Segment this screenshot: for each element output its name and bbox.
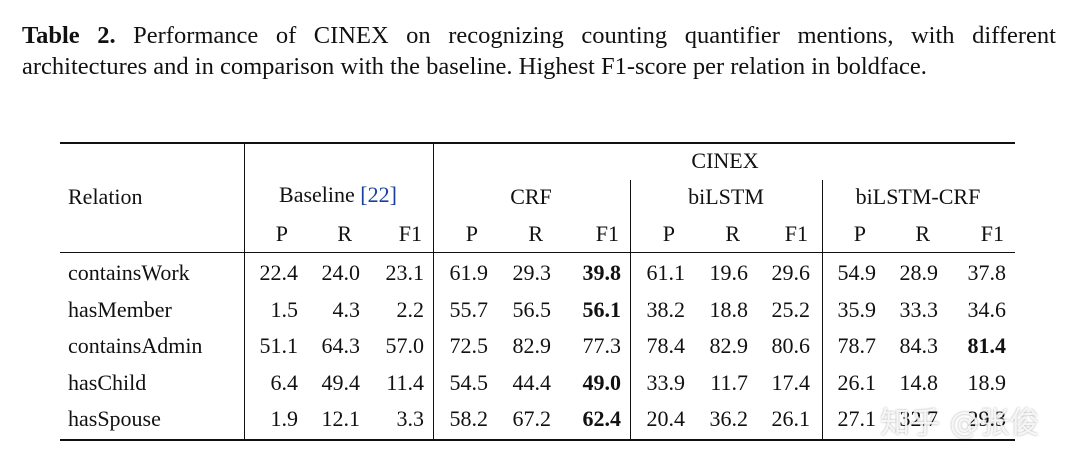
value-cell: 20.4 (646, 406, 686, 431)
citation: [22] (360, 182, 397, 207)
relation-name: containsWork (68, 260, 190, 285)
metric-header: R (915, 221, 930, 246)
value-cell: 11.7 (710, 370, 748, 395)
watermark: 知乎 @张俊 (880, 406, 1040, 441)
value-cell: 24.0 (321, 260, 361, 285)
header-rule (60, 252, 1015, 253)
value-cell: 61.1 (646, 260, 686, 285)
value-cell: 62.4 (582, 406, 622, 431)
value-cell: 72.5 (449, 333, 489, 358)
value-cell: 44.4 (512, 370, 552, 395)
metric-header: P (662, 221, 675, 246)
value-cell: 28.9 (899, 260, 939, 285)
metric-header: F1 (980, 221, 1004, 246)
value-cell: 54.5 (449, 370, 489, 395)
value-cell: 1.5 (270, 297, 299, 322)
metric-header: F1 (784, 221, 808, 246)
value-cell: 18.8 (709, 297, 749, 322)
value-cell: 78.7 (837, 333, 877, 358)
group-header: CINEX (691, 148, 759, 173)
value-cell: 12.1 (321, 406, 361, 431)
value-cell: 34.6 (967, 297, 1007, 322)
value-cell: 55.7 (449, 297, 489, 322)
value-cell: 19.6 (709, 260, 749, 285)
value-cell: 54.9 (837, 260, 877, 285)
value-cell: 82.9 (709, 333, 749, 358)
value-cell: 6.4 (270, 370, 299, 395)
caption: Table 2. Performance of CINEX on recogni… (22, 20, 1056, 82)
architecture-header: biLSTM-CRF (855, 184, 981, 209)
value-cell: 27.1 (837, 406, 877, 431)
value-cell: 36.2 (709, 406, 749, 431)
value-cell: 1.9 (270, 406, 299, 431)
metric-header: P (853, 221, 866, 246)
value-cell: 39.8 (582, 260, 622, 285)
value-cell: 2.2 (396, 297, 425, 322)
column-rule (630, 180, 631, 440)
value-cell: 23.1 (385, 260, 425, 285)
column-rule (244, 143, 245, 440)
value-cell: 11.4 (386, 370, 424, 395)
metric-header: R (725, 221, 740, 246)
architecture-header: biLSTM (688, 184, 764, 209)
value-cell: 14.8 (899, 370, 939, 395)
architecture-header: CRF (510, 184, 552, 209)
caption-label: Table 2. (22, 22, 116, 49)
value-cell: 32.7 (899, 406, 939, 431)
column-rule (822, 180, 823, 440)
caption-text: Performance of CINEX on recognizing coun… (22, 22, 1056, 80)
value-cell: 82.9 (512, 333, 552, 358)
value-cell: 33.3 (899, 297, 939, 322)
metric-header: P (465, 221, 478, 246)
value-cell: 29.3 (967, 406, 1007, 431)
metric-header: P (275, 221, 288, 246)
value-cell: 67.2 (512, 406, 552, 431)
bottom-rule (60, 439, 1015, 441)
value-cell: 56.5 (512, 297, 552, 322)
top-rule (60, 142, 1015, 144)
value-cell: 58.2 (449, 406, 489, 431)
value-cell: 56.1 (582, 297, 622, 322)
relation-name: hasMember (68, 297, 172, 322)
value-cell: 33.9 (646, 370, 686, 395)
value-cell: 35.9 (837, 297, 877, 322)
value-cell: 29.6 (771, 260, 811, 285)
metric-header: R (337, 221, 352, 246)
value-cell: 81.4 (967, 333, 1007, 358)
column-rule (433, 143, 434, 440)
relation-name: hasSpouse (68, 406, 161, 431)
metric-header: F1 (398, 221, 422, 246)
relation-name: containsAdmin (68, 333, 203, 358)
value-cell: 77.3 (582, 333, 622, 358)
value-cell: 26.1 (771, 406, 811, 431)
value-cell: 49.0 (582, 370, 622, 395)
value-cell: 38.2 (646, 297, 686, 322)
value-cell: 29.3 (512, 260, 552, 285)
baseline-label: Baseline (279, 182, 355, 207)
value-cell: 57.0 (385, 333, 425, 358)
value-cell: 78.4 (646, 333, 686, 358)
metric-header: F1 (595, 221, 619, 246)
value-cell: 18.9 (967, 370, 1007, 395)
value-cell: 49.4 (321, 370, 361, 395)
header-relation: Relation (68, 184, 143, 209)
baseline-header: Baseline [22] (279, 182, 397, 208)
value-cell: 80.6 (771, 333, 811, 358)
value-cell: 37.8 (967, 260, 1007, 285)
metric-header: R (528, 221, 543, 246)
value-cell: 84.3 (899, 333, 939, 358)
value-cell: 4.3 (332, 297, 361, 322)
value-cell: 64.3 (321, 333, 361, 358)
value-cell: 51.1 (259, 333, 299, 358)
value-cell: 17.4 (771, 370, 811, 395)
value-cell: 3.3 (396, 406, 425, 431)
value-cell: 26.1 (837, 370, 877, 395)
value-cell: 25.2 (771, 297, 811, 322)
value-cell: 61.9 (449, 260, 489, 285)
relation-name: hasChild (68, 370, 147, 395)
value-cell: 22.4 (259, 260, 299, 285)
